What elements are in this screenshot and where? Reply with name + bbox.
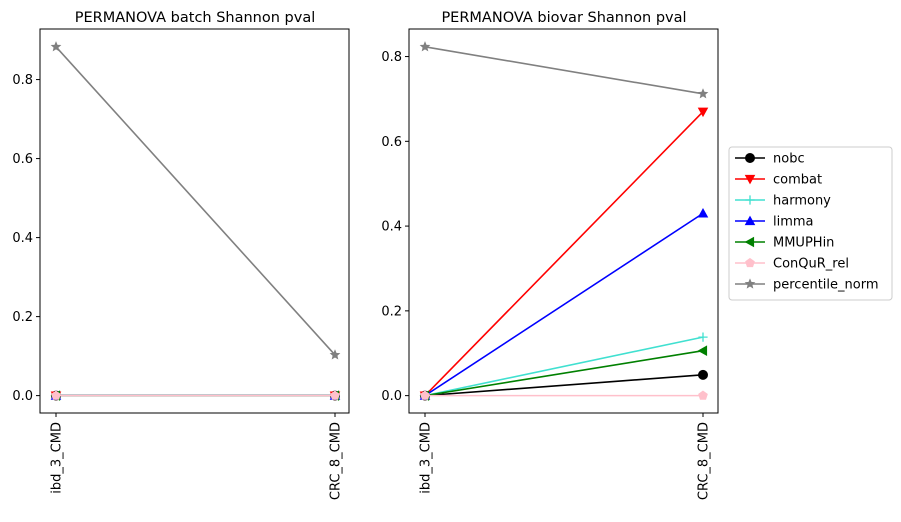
y-tick-label: 0.2	[12, 310, 33, 325]
y-tick-label: 0.6	[12, 152, 33, 167]
legend-marker	[744, 174, 756, 185]
data-point	[419, 41, 431, 52]
y-tick-label: 0.0	[12, 389, 33, 404]
legend-label: combat	[773, 173, 822, 188]
series-ConQuR_rel	[51, 390, 340, 400]
legend-frame	[728, 146, 893, 301]
legend-label: harmony	[773, 194, 831, 209]
y-tick-label: 0.8	[12, 73, 33, 88]
legend-label: nobc	[773, 152, 805, 167]
series-ConQuR_rel	[420, 390, 708, 400]
y-tick-label: 0.2	[381, 304, 402, 319]
series-line	[424, 212, 704, 397]
plot-frame	[39, 28, 350, 414]
x-tick-label: CRC_8_CMD	[697, 422, 712, 500]
chart-biovar: PERMANOVA biovar Shannon pval 0.0 0.2 0.4 0…	[381, 10, 719, 500]
legend-entry-nobc: nobc	[735, 152, 805, 167]
series-percentile_norm	[419, 41, 709, 99]
chart-title: PERMANOVA biovar Shannon pval	[441, 10, 686, 26]
x-tick-label: ibd_3_CMD	[419, 422, 434, 494]
legend-label: MMUPHin	[773, 236, 834, 251]
y-tick-label: 0.4	[381, 220, 402, 235]
legend-marker	[744, 236, 755, 248]
legend-label: ConQuR_rel	[773, 257, 849, 272]
legend-marker	[744, 215, 756, 226]
data-point	[697, 88, 709, 99]
legend-marker	[745, 195, 755, 205]
legend-entry-percentile_norm: percentile_norm	[735, 278, 879, 293]
data-point	[51, 390, 61, 400]
y-tick-label: 0.6	[381, 135, 402, 150]
legend-marker	[745, 257, 755, 268]
chart-batch: PERMANOVA batch Shannon pval 0.0 0.2 0.4 0.…	[12, 10, 350, 500]
data-point	[697, 345, 708, 356]
chart-title: PERMANOVA batch Shannon pval	[75, 10, 316, 26]
legend-entry-limma: limma	[735, 215, 814, 230]
plot-frame	[408, 28, 719, 414]
data-point	[329, 349, 341, 360]
data-point	[698, 332, 708, 342]
x-tick-label: ibd_3_CMD	[50, 422, 65, 494]
series-line	[424, 336, 704, 397]
legend-marker	[744, 278, 756, 289]
legend-marker	[745, 152, 756, 163]
x-tick-label: CRC_8_CMD	[329, 422, 344, 500]
series-line	[424, 374, 704, 397]
series-percentile_norm	[50, 41, 341, 360]
legend-entry-MMUPHin: MMUPHin	[735, 236, 834, 251]
series-line	[424, 349, 704, 397]
legend-entry-ConQuR_rel: ConQuR_rel	[735, 257, 849, 272]
y-tick-label: 0.4	[12, 231, 33, 246]
legend-entry-combat: combat	[735, 173, 822, 188]
y-tick-label: 0.0	[381, 389, 402, 404]
legend: nobc combat harmony limma MMUPHin ConQuR_relp…	[728, 146, 893, 301]
legend-label: percentile_norm	[773, 278, 879, 293]
series-line	[55, 46, 336, 356]
data-point	[330, 390, 340, 400]
data-point	[50, 41, 62, 52]
y-tick-label: 0.8	[381, 50, 402, 65]
series-line	[424, 111, 704, 397]
legend-label: limma	[773, 215, 814, 230]
series-line	[424, 46, 704, 95]
legend-entry-harmony: harmony	[735, 194, 831, 209]
data-point	[698, 369, 709, 380]
data-point	[697, 107, 709, 118]
data-point	[697, 207, 709, 218]
data-point	[420, 390, 430, 400]
data-point	[698, 390, 708, 400]
